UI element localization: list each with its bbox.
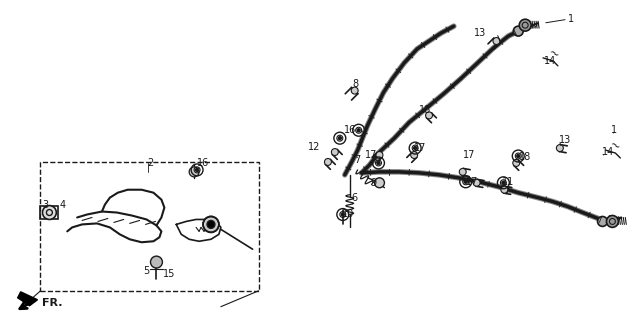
Circle shape (502, 181, 505, 184)
Circle shape (464, 180, 467, 183)
Circle shape (460, 168, 466, 175)
Text: 17: 17 (466, 177, 478, 187)
Text: 2: 2 (148, 158, 154, 168)
Text: 9: 9 (371, 178, 377, 188)
Circle shape (411, 152, 418, 159)
Circle shape (150, 256, 163, 268)
Circle shape (513, 26, 523, 36)
Circle shape (42, 206, 56, 219)
Circle shape (196, 168, 198, 171)
Circle shape (324, 159, 332, 166)
Text: 14: 14 (544, 56, 556, 66)
Text: 17: 17 (365, 150, 378, 160)
Text: 18: 18 (519, 152, 531, 162)
Bar (40, 206, 58, 219)
Text: 1: 1 (568, 14, 574, 24)
Circle shape (189, 167, 199, 177)
Circle shape (598, 216, 607, 226)
Circle shape (207, 221, 215, 228)
Text: 8: 8 (353, 79, 359, 89)
Text: FR.: FR. (42, 298, 63, 308)
Circle shape (339, 137, 341, 140)
Text: 17: 17 (463, 150, 475, 160)
Circle shape (351, 87, 358, 94)
Text: ~: ~ (546, 46, 561, 62)
Circle shape (473, 179, 480, 186)
Text: 12: 12 (308, 142, 320, 152)
Text: ~: ~ (607, 137, 622, 154)
Text: 13: 13 (474, 28, 486, 38)
Circle shape (513, 160, 520, 167)
Circle shape (357, 129, 360, 132)
Circle shape (426, 112, 433, 119)
Text: 14: 14 (602, 147, 614, 157)
Text: 15: 15 (163, 269, 176, 279)
Text: 18: 18 (419, 106, 431, 115)
Text: 3: 3 (42, 200, 49, 210)
Circle shape (413, 147, 417, 149)
Circle shape (332, 149, 339, 155)
Circle shape (501, 186, 508, 193)
Circle shape (516, 155, 520, 157)
Bar (40, 162, 259, 291)
Text: 1: 1 (611, 125, 618, 135)
Circle shape (341, 213, 344, 216)
Circle shape (519, 19, 531, 31)
Text: 17: 17 (414, 143, 426, 153)
Circle shape (376, 152, 383, 159)
Text: 11: 11 (502, 177, 515, 187)
Text: 16: 16 (344, 125, 356, 135)
Circle shape (377, 161, 380, 164)
Circle shape (493, 38, 500, 45)
Text: 4: 4 (60, 200, 65, 210)
Text: 5: 5 (143, 266, 150, 276)
Circle shape (607, 216, 618, 228)
Text: 6: 6 (352, 193, 358, 203)
Circle shape (374, 178, 385, 188)
Text: 16: 16 (197, 158, 209, 168)
Polygon shape (18, 292, 38, 306)
Text: 7: 7 (354, 155, 360, 165)
Circle shape (556, 145, 563, 152)
Text: 10: 10 (342, 210, 354, 220)
Text: 13: 13 (559, 135, 571, 145)
Circle shape (203, 216, 219, 232)
